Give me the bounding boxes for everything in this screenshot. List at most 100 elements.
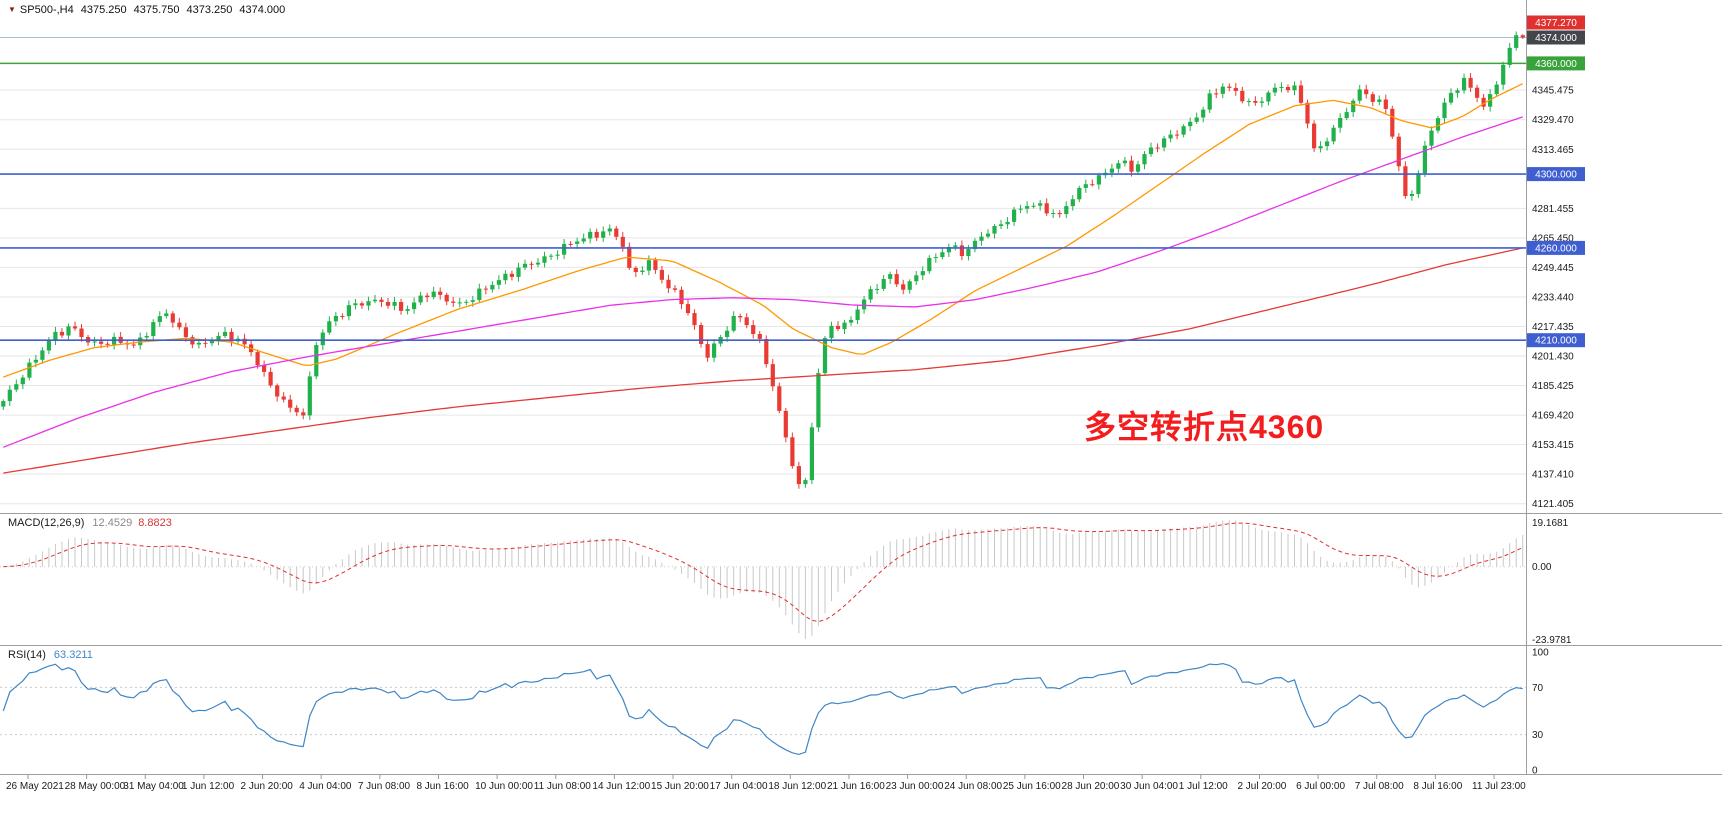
candle-body [607,228,612,232]
time-label: 18 Jun 12:00 [768,781,826,792]
time-label: 2 Jun 20:00 [241,781,294,792]
time-label: 28 Jun 20:00 [1062,781,1120,792]
rsi-name: RSI(14) [8,649,46,661]
candle-body [522,263,528,268]
price-scale-label: 4281.455 [1532,204,1574,215]
ask-price-tag[interactable] [1527,15,1585,30]
candle-body [1018,208,1023,210]
candle-body [601,231,606,238]
candle-body [40,350,45,360]
candle-body [431,291,436,298]
candle-body [1142,154,1147,165]
price-scale-label: 4201.430 [1532,352,1574,363]
candle-body [509,273,514,277]
candle-body [959,245,964,256]
ma-fast-orange-line[interactable] [3,83,1523,378]
candle-body [835,325,841,329]
candle-body [170,313,175,323]
time-label: 1 Jun 12:00 [182,781,235,792]
price-tag-4360.000[interactable] [1527,56,1585,71]
candle-body [764,339,769,365]
candle-body [131,344,136,346]
price-scale-label: 4233.440 [1532,292,1574,303]
candle-body [1162,138,1167,148]
candle-body [946,247,951,253]
candle-body [699,325,704,344]
rsi-value: 63.3211 [53,649,93,661]
candle-body [1090,184,1095,186]
candle-body [1344,112,1349,119]
rsi-line [2,662,1523,756]
candle-body [1233,88,1238,91]
candle-body [1462,77,1467,91]
macd-name: MACD(12,26,9) [8,517,85,529]
ma-slow-red-line[interactable] [3,247,1523,474]
candle-body [144,336,149,338]
ma-mid-magenta-line[interactable] [3,116,1523,448]
candle-body [790,437,795,467]
close-value: 4374.000 [239,4,286,16]
candle-body [412,302,417,310]
candle-body [229,331,234,342]
price-scale-label: 4313.465 [1532,145,1574,156]
candle-body [1364,89,1369,95]
candle-body [542,256,547,263]
candle-body [7,389,12,402]
candle-body [1168,134,1173,139]
price-tag-4210.000[interactable] [1527,333,1585,348]
candle-body [222,331,228,336]
time-label: 1 Jul 12:00 [1179,781,1228,792]
candle-body [1175,134,1180,136]
price-tag-4300.000[interactable] [1527,167,1585,182]
candle-body [731,316,736,331]
candle-body [588,231,593,239]
candle-body [1514,35,1519,48]
bid-price-tag[interactable] [1527,30,1585,45]
candle-body [1051,213,1056,214]
price-tag-4210.000-text: 4210.000 [1535,336,1577,347]
time-label: 23 Jun 00:00 [886,781,944,792]
candle-body [46,340,51,351]
candle-body [875,288,880,290]
price-tag-4260.000[interactable] [1527,240,1585,255]
candle-body [14,384,19,390]
annotation-text[interactable]: 多空转折点4360 [1084,409,1325,445]
price-scale[interactable]: 4345.475 4329.470 4313.465 4281.455 4265.450… [1526,0,1586,775]
candle-body [177,322,182,328]
candle-body [1494,84,1499,95]
candle-body [1481,97,1486,107]
rsi-indicator-label: RSI(14) 63.3211 [8,649,93,661]
candle-body [372,299,378,302]
candle-body [164,313,169,317]
candle-body [914,275,919,282]
macd-signal-value: 8.8823 [138,517,172,529]
price-tag-4300.000-text: 4300.000 [1535,170,1577,181]
candle-body [1331,127,1336,142]
candle-body [992,226,997,234]
candle-body [744,317,749,326]
candle-body [529,263,534,265]
candle-body [59,331,65,336]
collapse-arrow-icon[interactable]: ▼ [8,5,16,14]
candle-body [516,267,521,277]
candle-body [27,362,32,378]
candle-body [92,341,97,343]
candle-body [640,270,645,272]
macd-indicator-label: MACD(12,26,9) 12.4529 8.8823 [8,517,172,529]
price-scale-label: 4329.470 [1532,115,1574,126]
candle-body [1272,87,1277,93]
macd-signal-line [3,522,1523,623]
candle-body [672,288,678,290]
candle-body [770,364,775,387]
candle-body [340,316,345,317]
candle-body [894,274,899,285]
candle-body [712,343,717,358]
candle-body [457,302,462,304]
candle-body [966,249,971,256]
candle-body [1057,213,1062,215]
candle-body [575,241,580,244]
candle-body [1325,141,1330,147]
candle-body [438,291,443,295]
